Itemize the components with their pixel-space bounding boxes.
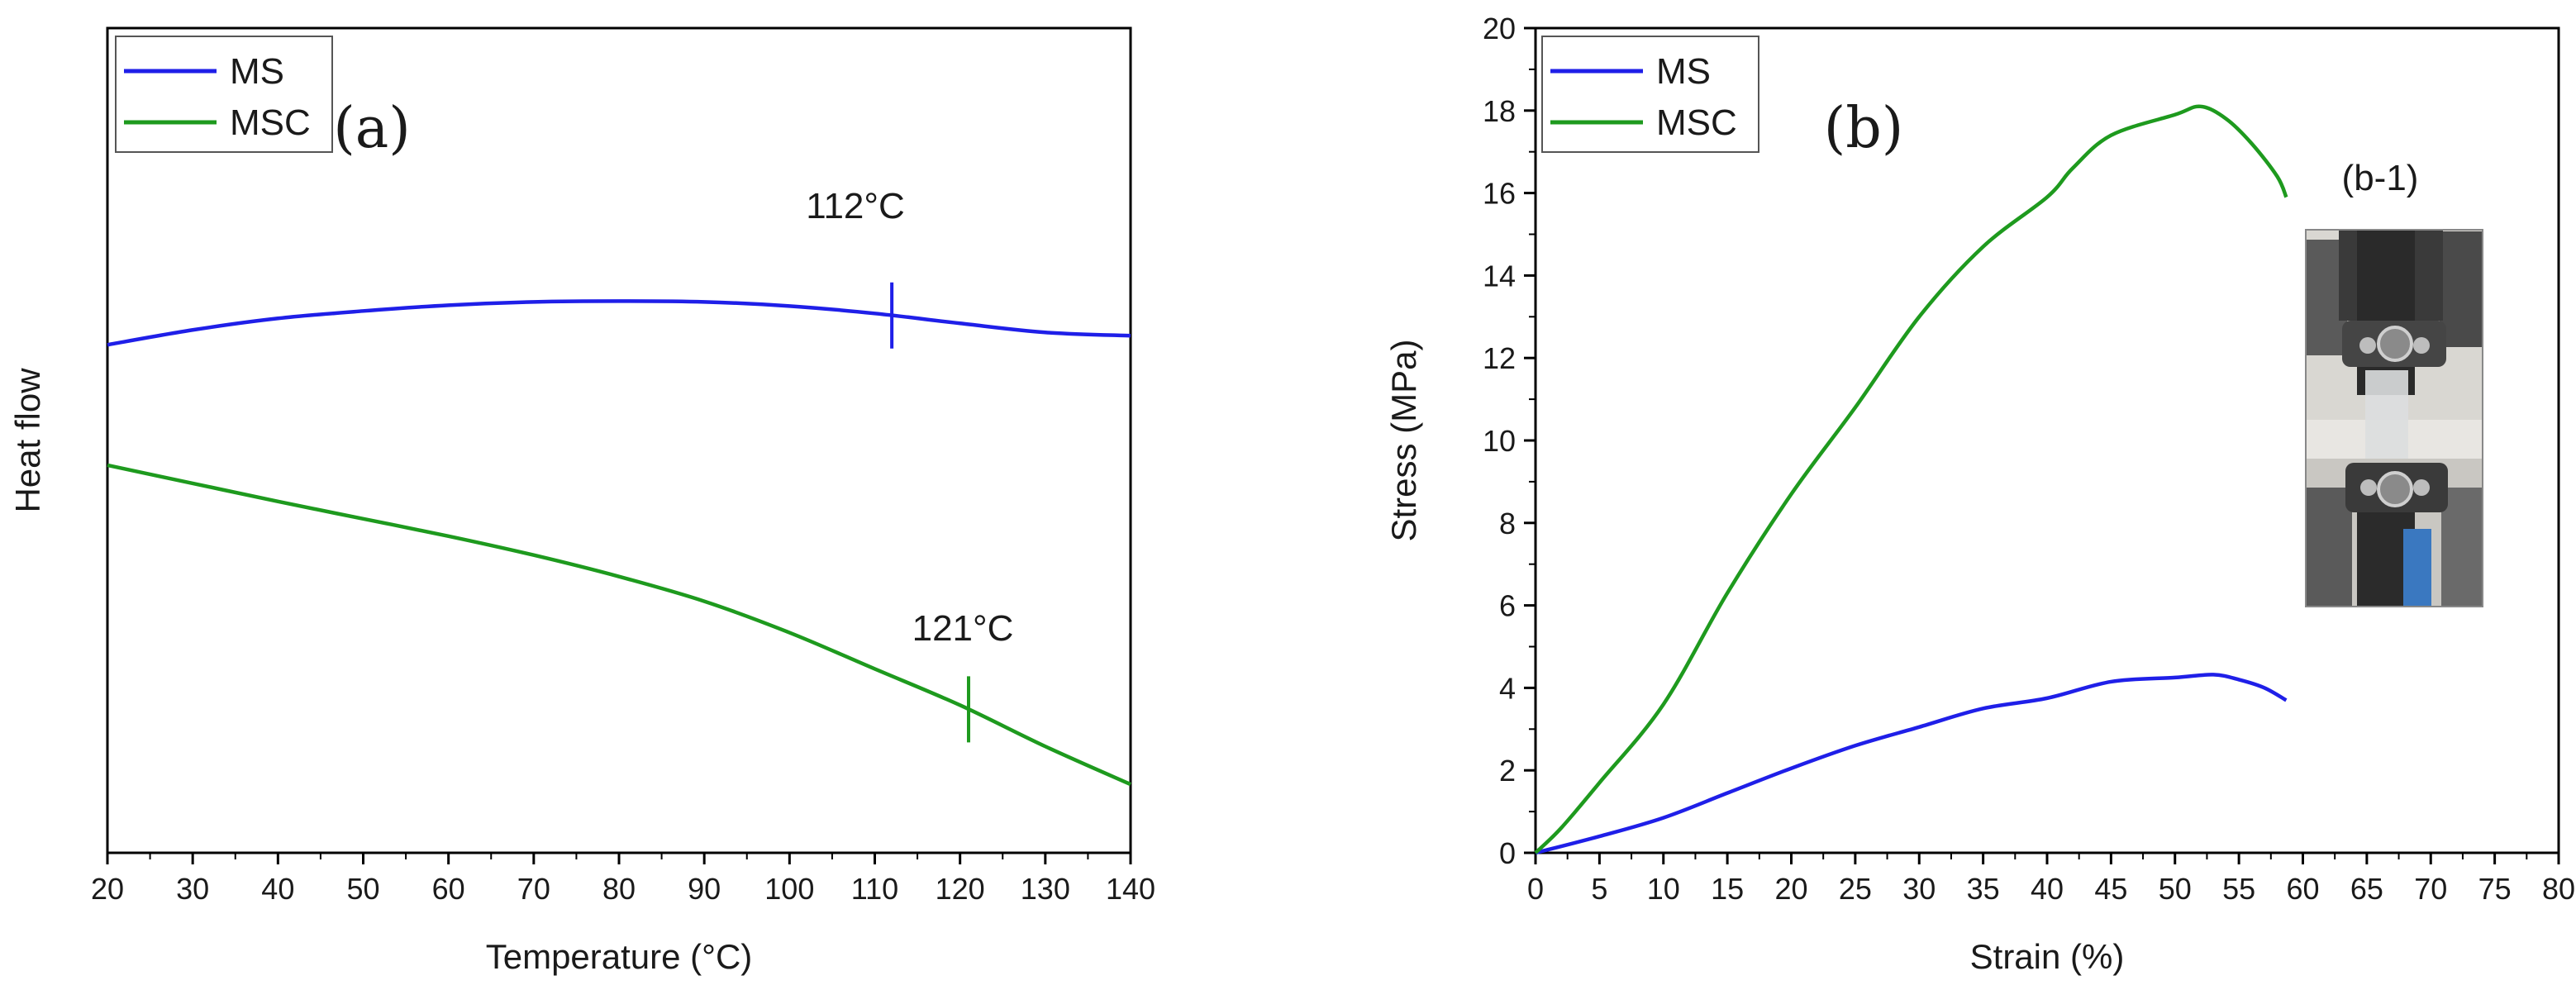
x-tick-label-0: 0 [1527,872,1544,906]
panel-b-stress-strain-chart: 0 5 10 15 20 25 30 35 40 45 50 55 60 65 70 75 80 0 2 4 6 8 10… [1384,12,2575,976]
x-tick-label-20: 20 [1774,872,1807,906]
y-tick-label-14: 14 [1483,259,1516,293]
x-axis-title: Strain (%) [1970,937,2125,976]
panel-label-b: (b) [1824,96,1904,161]
legend-label-ms: MS [230,51,284,92]
y-tick-label-10: 10 [1483,424,1516,458]
x-tick-label-5: 5 [1591,872,1607,906]
transition-markers [890,282,970,743]
x-tick-label-60: 60 [2286,872,2319,906]
x-tick-label-40: 40 [261,872,294,906]
panel-a-dsc-chart: 20 30 40 50 60 70 80 90 100 110 120 130 140 112°C 12… [8,26,1155,976]
x-tick-label-10: 10 [1647,872,1680,906]
data-series [107,299,1131,787]
x-tick-label-25: 25 [1839,872,1872,906]
y-axis-title: Stress (MPa) [1384,339,1423,541]
legend: MS MSC [1541,36,1759,153]
y-tick-label-8: 8 [1499,507,1516,540]
x-axis-tick-labels: 0 5 10 15 20 25 30 35 40 45 50 55 60 65 70 75 80 [1527,872,2575,906]
plot-frame [106,26,1132,854]
legend-label-msc: MSC [1656,102,1737,143]
y-tick-label-0: 0 [1499,836,1516,870]
y-axis-title: Heat flow [8,368,47,513]
x-tick-label-50: 50 [346,872,379,906]
x-tick-label-70: 70 [2414,872,2447,906]
x-tick-label-120: 120 [936,872,985,906]
y-axis-ticks [1524,26,1536,854]
series-line-msc [1534,104,2288,854]
series-line-ms [1535,673,2288,855]
x-tick-label-65: 65 [2350,872,2383,906]
x-tick-label-130: 130 [1021,872,1070,906]
x-tick-label-15: 15 [1711,872,1744,906]
y-tick-label-6: 6 [1499,589,1516,623]
x-axis-ticks [106,853,1132,864]
x-tick-label-90: 90 [688,872,721,906]
annotation-112: 112°C [806,186,905,226]
y-tick-label-16: 16 [1483,177,1516,211]
annotation-b-1: (b-1) [2342,158,2419,198]
x-tick-label-75: 75 [2478,872,2512,906]
y-tick-label-18: 18 [1483,94,1516,128]
y-tick-label-20: 20 [1483,12,1516,45]
tensile-test-photo [2305,229,2483,607]
y-tick-label-4: 4 [1499,671,1516,705]
x-tick-label-30: 30 [176,872,209,906]
x-tick-label-40: 40 [2031,872,2064,906]
legend: MS MSC [115,36,333,153]
x-tick-label-50: 50 [2159,872,2192,906]
y-tick-label-12: 12 [1483,341,1516,375]
x-axis-ticks [1534,853,2560,864]
legend-box [1541,36,1759,153]
x-tick-label-80: 80 [602,872,636,906]
annotation-121: 121°C [912,608,1014,649]
x-tick-label-35: 35 [1967,872,2000,906]
x-tick-label-60: 60 [432,872,465,906]
x-tick-label-30: 30 [1902,872,1936,906]
x-tick-label-70: 70 [517,872,550,906]
x-tick-label-55: 55 [2222,872,2255,906]
x-tick-label-110: 110 [851,872,898,906]
panel-label-a: (a) [333,96,411,161]
x-axis-title: Temperature (°C) [486,937,753,976]
y-tick-label-2: 2 [1499,754,1516,788]
legend-label-msc: MSC [230,102,311,143]
series-line-ms [107,299,1131,347]
x-tick-label-140: 140 [1106,872,1155,906]
series-line-msc [107,463,1131,787]
x-axis-tick-labels: 20 30 40 50 60 70 80 90 100 110 120 130 140 [91,872,1155,906]
x-tick-label-100: 100 [764,872,814,906]
x-tick-label-45: 45 [2094,872,2127,906]
x-tick-label-80: 80 [2542,872,2575,906]
data-series [1534,104,2288,855]
legend-box [115,36,333,153]
y-axis-tick-labels: 0 2 4 6 8 10 12 14 16 18 20 [1483,12,1516,870]
legend-label-ms: MS [1656,51,1711,92]
x-tick-label-20: 20 [91,872,124,906]
